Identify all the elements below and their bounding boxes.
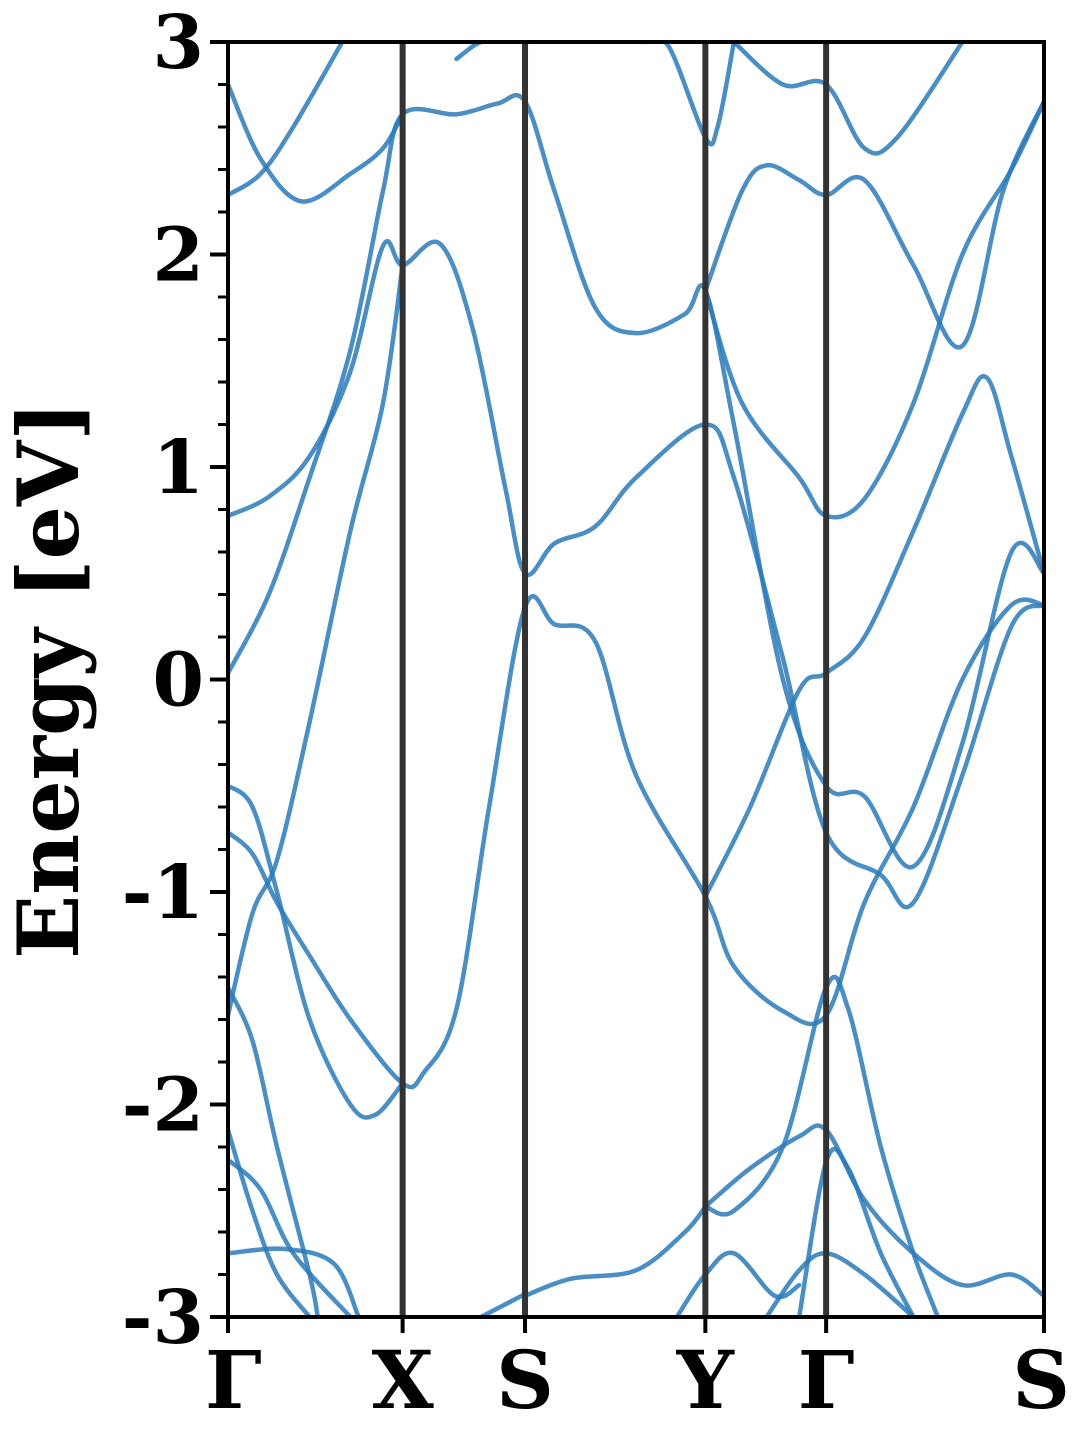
band-line-21 (478, 1293, 525, 1317)
band-line-4 (228, 262, 405, 1018)
kpoint-label: Y (676, 1333, 735, 1427)
y-tick-label: -3 (122, 1275, 204, 1361)
kpoint-divider-lines (399, 42, 830, 1317)
band-line-10 (228, 1246, 361, 1317)
y-tick-label: 1 (153, 425, 205, 511)
band-line-3 (228, 594, 1044, 1090)
band-line-14 (731, 42, 965, 156)
kpoint-label: Γ (205, 1333, 262, 1427)
band-line-11 (228, 1157, 353, 1317)
plot-frame (226, 40, 1046, 1319)
y-axis-title: Energy [eV] (0, 401, 98, 959)
band-line-13 (641, 42, 737, 147)
band-line-17 (703, 374, 1044, 899)
y-tick-label: -2 (122, 1063, 204, 1149)
y-axis-ticks: 3 2 1 0 -1 -2 -3 (122, 0, 228, 1361)
band-line-2 (228, 92, 1044, 870)
kpoint-label: Γ (798, 1333, 855, 1427)
band-line-15 (703, 99, 1044, 350)
band-line-23 (796, 1146, 916, 1317)
band-line-12 (454, 42, 484, 62)
band-line-5 (228, 783, 405, 1120)
band-line-20 (522, 1204, 708, 1299)
band-line-19 (703, 974, 941, 1317)
band-line-24 (764, 1251, 916, 1317)
y-tick-label: 3 (153, 0, 205, 86)
band-line-9 (228, 1127, 312, 1317)
band-line-7 (228, 82, 405, 204)
bands-group (228, 42, 1044, 1317)
band-line-8 (228, 985, 321, 1317)
band-line-18 (703, 1123, 1044, 1299)
y-tick-label: -1 (122, 850, 204, 936)
y-tick-label: 2 (153, 213, 205, 299)
band-line-1 (228, 239, 1044, 910)
kpoint-label: S (496, 1333, 554, 1427)
y-tick-label: 0 (153, 638, 205, 724)
kpoint-label: S (1012, 1333, 1070, 1427)
band-line-16 (703, 99, 1044, 520)
band-line-6 (228, 42, 345, 198)
kpoint-label: X (372, 1333, 434, 1427)
band-line-22 (674, 1250, 802, 1317)
